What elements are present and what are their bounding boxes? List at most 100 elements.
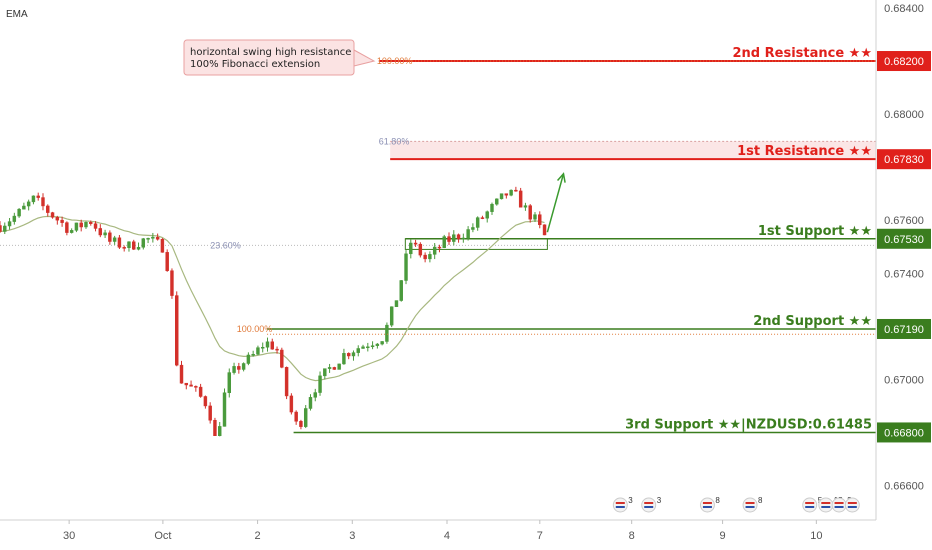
candle bbox=[222, 388, 227, 427]
candle-body bbox=[26, 201, 31, 207]
candle-body bbox=[456, 234, 461, 240]
candle-body bbox=[361, 346, 365, 349]
level-name: 3rd Support ★★|NZDUSD:0.61485 bbox=[625, 417, 872, 432]
event-count-badge: 3 bbox=[628, 496, 633, 505]
candle bbox=[428, 251, 432, 263]
candle-body bbox=[41, 197, 45, 207]
candle bbox=[528, 204, 532, 223]
candle-body bbox=[203, 396, 208, 407]
candle bbox=[499, 193, 504, 200]
price-tag-support: 0.66800 bbox=[877, 422, 931, 443]
candle-body bbox=[227, 372, 231, 393]
candle-body bbox=[542, 224, 547, 236]
x-tick-label: 8 bbox=[629, 530, 635, 542]
economic-events-row[interactable]: 33885152 bbox=[612, 496, 860, 513]
candle-body bbox=[194, 386, 198, 388]
candle-body bbox=[155, 236, 160, 240]
flag-stripe-icon bbox=[805, 502, 815, 504]
y-tick-label: 0.67000 bbox=[884, 374, 924, 386]
candle-body bbox=[36, 195, 40, 198]
fib-label: 23.60% bbox=[210, 240, 241, 250]
annotation-line-1: horizontal swing high resistance bbox=[190, 47, 351, 58]
candle bbox=[213, 417, 217, 436]
candle bbox=[232, 362, 236, 375]
candle-body bbox=[103, 232, 107, 236]
level-name: 2nd Resistance ★★ bbox=[733, 46, 873, 61]
candle-body bbox=[528, 205, 532, 220]
candle-body bbox=[480, 217, 485, 219]
y-tick-label: 0.67400 bbox=[884, 268, 924, 280]
event-flag-icon[interactable]: 8 bbox=[742, 496, 763, 513]
candle-body bbox=[475, 217, 480, 228]
candle bbox=[518, 187, 523, 208]
x-tick-label: 9 bbox=[720, 530, 726, 542]
level-name: 2nd Support ★★ bbox=[753, 314, 872, 329]
candle-body bbox=[55, 217, 60, 221]
candle bbox=[165, 249, 169, 272]
candle-body bbox=[0, 225, 2, 232]
fib-label: 100.00% bbox=[377, 56, 413, 66]
candle bbox=[490, 202, 494, 215]
candle bbox=[385, 322, 389, 344]
candle bbox=[79, 219, 83, 232]
event-flag-icon[interactable]: 3 bbox=[612, 496, 633, 513]
candle-body bbox=[98, 228, 103, 236]
candle bbox=[17, 208, 21, 218]
candle-body bbox=[313, 392, 317, 398]
candle-body bbox=[404, 253, 408, 281]
candle-body bbox=[385, 324, 389, 342]
candle-body bbox=[79, 222, 83, 228]
event-flag-icon[interactable]: 8 bbox=[699, 496, 720, 513]
event-flag-circle bbox=[699, 497, 715, 513]
candle-body bbox=[485, 211, 489, 219]
candle-body bbox=[514, 189, 518, 192]
indicator-label[interactable]: EMA bbox=[6, 9, 28, 20]
candle bbox=[256, 345, 260, 356]
price-tag-label: 0.67190 bbox=[884, 324, 924, 336]
candle bbox=[437, 244, 442, 253]
candle-body bbox=[60, 219, 64, 223]
candle bbox=[41, 193, 45, 211]
candle bbox=[542, 224, 547, 236]
candle bbox=[370, 341, 375, 350]
candle-body bbox=[327, 367, 332, 369]
candle bbox=[471, 223, 475, 233]
candle-body bbox=[108, 232, 112, 242]
candle bbox=[7, 218, 12, 230]
candle bbox=[98, 224, 103, 238]
candle bbox=[475, 216, 480, 231]
candle-body bbox=[275, 348, 279, 351]
price-tag-bg bbox=[877, 51, 931, 72]
candle-body bbox=[146, 238, 150, 240]
candle-body bbox=[351, 352, 356, 357]
candle-body bbox=[294, 411, 298, 422]
candle bbox=[533, 212, 537, 223]
candle bbox=[65, 221, 69, 236]
candle-body bbox=[366, 346, 370, 349]
candle bbox=[108, 230, 112, 245]
candle-body bbox=[509, 189, 513, 196]
candle bbox=[303, 405, 308, 429]
candle bbox=[275, 346, 279, 354]
candle bbox=[241, 362, 246, 372]
candle bbox=[179, 360, 184, 384]
price-tag-resistance: 0.68200 bbox=[877, 51, 931, 72]
candle bbox=[55, 215, 60, 225]
event-flag-icon[interactable]: 3 bbox=[641, 496, 662, 513]
candle-body bbox=[504, 193, 509, 196]
x-tick-label: 10 bbox=[810, 530, 822, 542]
flag-stripe-icon bbox=[644, 502, 654, 504]
event-flag-icon[interactable] bbox=[844, 497, 860, 513]
candle-body bbox=[370, 345, 375, 348]
candle bbox=[466, 226, 470, 241]
candle-body bbox=[466, 229, 470, 239]
price-tag-support: 0.67530 bbox=[877, 228, 931, 249]
candle-body bbox=[232, 366, 236, 373]
candle bbox=[170, 268, 174, 299]
candle bbox=[504, 193, 509, 199]
candle-body bbox=[499, 193, 504, 200]
candle bbox=[447, 232, 451, 245]
candle bbox=[93, 221, 98, 232]
fib-label: 61.80% bbox=[379, 136, 410, 146]
